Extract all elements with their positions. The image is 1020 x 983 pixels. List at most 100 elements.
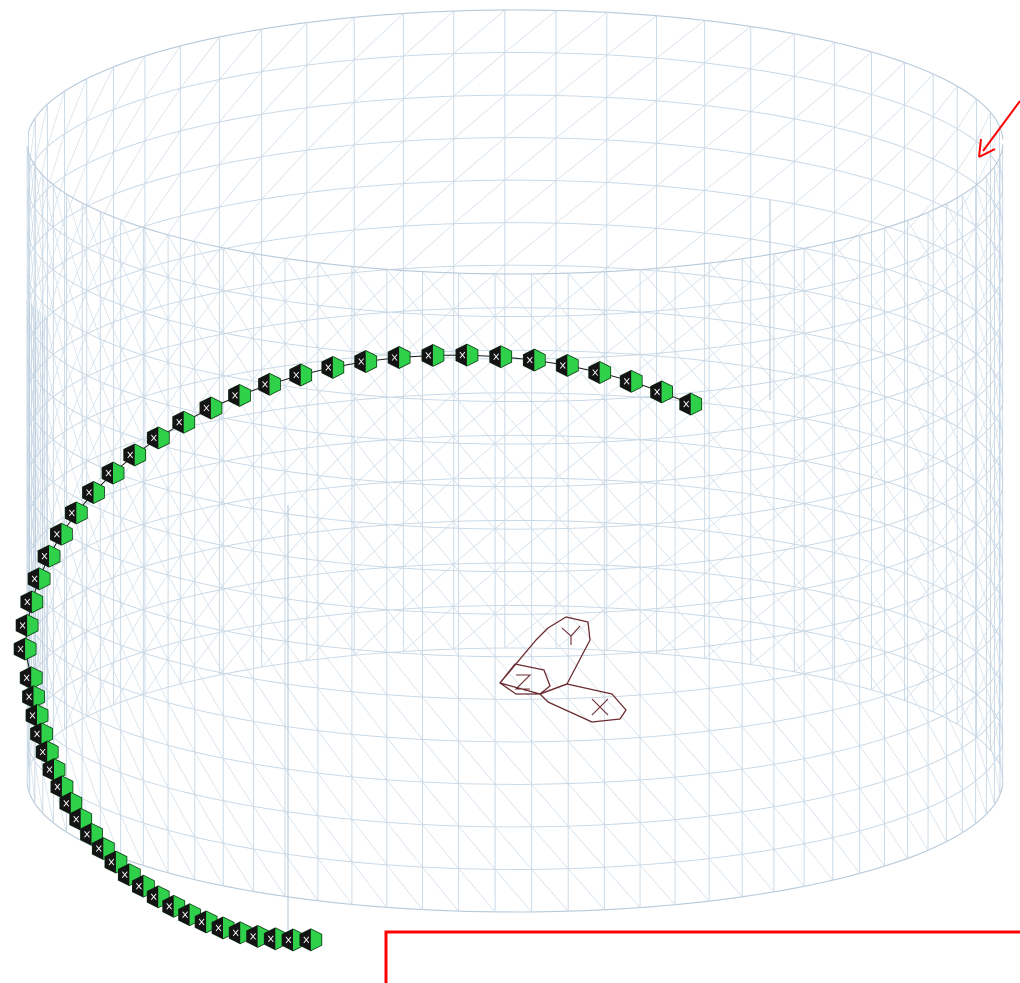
pinned-support-icon[interactable] (489, 345, 513, 369)
mesh-diagonal-front (99, 339, 122, 391)
mesh-diagonal-front (284, 683, 319, 731)
mesh-diagonal-back (113, 98, 146, 153)
pinned-support-icon[interactable] (281, 928, 305, 952)
pinned-support-icon[interactable] (679, 392, 703, 416)
pinned-support-icon[interactable] (15, 613, 39, 637)
pinned-support-icon[interactable] (123, 443, 147, 467)
mesh-diagonal-back (453, 9, 506, 54)
pinned-support-icon[interactable] (27, 567, 51, 591)
pinned-support-icon[interactable] (22, 685, 45, 709)
pinned-support-icon[interactable] (211, 916, 235, 940)
mesh-diagonal-front (386, 694, 423, 740)
mesh-diagonal-back (750, 203, 795, 240)
mesh-diagonal-front (386, 822, 423, 868)
mesh-diagonal-front (803, 758, 834, 796)
pinned-support-icon[interactable] (13, 637, 37, 661)
pinned-support-icon[interactable] (35, 740, 59, 764)
pinned-support-icon[interactable] (555, 353, 579, 377)
pinned-support-icon[interactable] (19, 666, 43, 690)
pinned-support-icon[interactable] (258, 372, 281, 396)
pinned-support-icon[interactable] (172, 410, 196, 434)
pinned-support-icon[interactable] (37, 544, 61, 568)
pinned-support-icon[interactable] (59, 791, 83, 815)
mesh-diagonal-front (884, 738, 908, 774)
mesh-diagonal-front (422, 824, 459, 869)
mesh-diagonal-front (803, 715, 834, 753)
support-mark (303, 936, 310, 944)
pinned-support-icon[interactable] (455, 343, 479, 367)
support-nodes (13, 343, 703, 952)
pinned-support-icon[interactable] (522, 348, 546, 372)
mesh-diagonal-back (180, 419, 220, 472)
mesh-diagonal-front (317, 815, 353, 863)
mesh-diagonal-back (504, 180, 557, 223)
mesh-diagonal-back (47, 601, 65, 658)
pinned-support-icon[interactable] (50, 522, 73, 546)
mesh-diagonal-front (386, 651, 423, 698)
mesh-diagonal-front (253, 465, 286, 514)
pinned-support-icon[interactable] (421, 343, 445, 367)
mesh-diagonal-back (219, 624, 262, 676)
mesh-diagonal-front (120, 474, 144, 526)
pinned-support-icon[interactable] (64, 501, 88, 525)
mesh-diagonal-front (975, 568, 987, 602)
mesh-diagonal-front (120, 772, 144, 824)
pinned-support-icon[interactable] (69, 807, 93, 831)
mesh-diagonal-back (219, 454, 262, 506)
pinned-support-icon[interactable] (246, 924, 270, 948)
pinned-support-icon[interactable] (82, 481, 105, 504)
pinned-support-icon[interactable] (30, 722, 53, 746)
pinned-support-icon[interactable] (354, 350, 378, 373)
pinned-support-icon[interactable] (588, 361, 612, 384)
pinned-support-icon[interactable] (228, 921, 252, 945)
mesh-diagonal-back (34, 189, 48, 246)
mesh-diagonal-front (66, 364, 83, 416)
pinned-support-icon[interactable] (289, 363, 313, 387)
mesh-diagonal-front (143, 440, 169, 491)
mesh-diagonal-back (219, 326, 262, 378)
mesh-diagonal-front (986, 516, 995, 550)
pinned-support-icon[interactable] (50, 775, 74, 799)
pinned-support-icon[interactable] (650, 380, 673, 404)
mesh-diagonal-front (773, 253, 805, 292)
pinned-support-icon[interactable] (387, 346, 411, 369)
mesh-diagonal-front (639, 311, 676, 352)
mesh-diagonal-back (794, 212, 835, 247)
support-mark (19, 622, 26, 629)
mesh-diagonal-back (306, 102, 355, 151)
pinned-support-icon[interactable] (91, 837, 115, 861)
mesh-diagonal-front (42, 770, 54, 823)
mesh-diagonal-front (458, 443, 496, 487)
mesh-diagonal-front (604, 399, 641, 440)
mesh-diagonal-front (884, 228, 908, 264)
pinned-support-icon[interactable] (80, 822, 103, 846)
mesh-ring-front (26, 527, 1004, 658)
pinned-support-icon[interactable] (20, 590, 44, 614)
pinned-support-icon[interactable] (299, 928, 323, 952)
mesh-diagonal-back (261, 532, 308, 583)
pinned-support-icon[interactable] (42, 758, 66, 782)
mesh-diagonal-back (453, 307, 506, 352)
pinned-support-icon[interactable] (228, 383, 251, 407)
mesh-diagonal-front (708, 603, 743, 642)
mesh-diagonal-front (422, 739, 459, 784)
pinned-support-icon[interactable] (619, 369, 643, 393)
mesh-diagonal-front (458, 400, 496, 445)
mesh-diagonal-front (708, 433, 743, 472)
pinned-support-icon[interactable] (25, 703, 49, 727)
mesh-diagonal-front (946, 203, 963, 238)
support-mark (293, 371, 300, 379)
mesh-diagonal-front (253, 593, 286, 642)
support-mark (121, 871, 128, 878)
mesh-diagonal-back (976, 409, 991, 440)
pinned-support-icon[interactable] (199, 396, 223, 420)
pinned-support-icon[interactable] (146, 426, 170, 450)
pinned-support-icon[interactable] (321, 355, 345, 379)
support-mark (176, 418, 183, 426)
mesh-diagonal-front (66, 619, 83, 671)
pinned-support-icon[interactable] (101, 461, 125, 485)
support-mark (39, 748, 46, 756)
mesh-diagonal-front (741, 343, 775, 382)
